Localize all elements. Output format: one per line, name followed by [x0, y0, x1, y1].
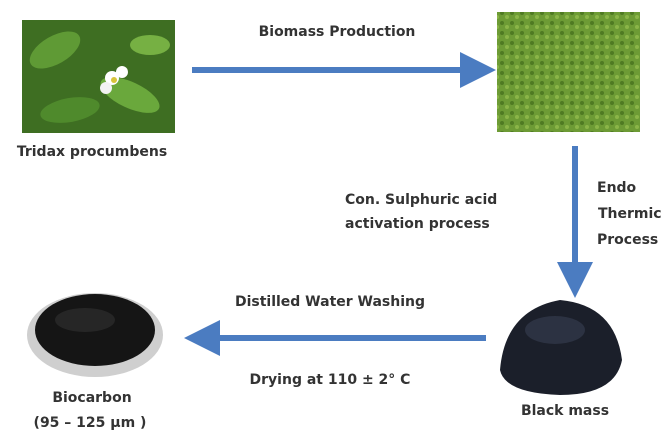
black-mass-image	[500, 300, 622, 395]
edge-label: Drying at 110 ± 2° C	[250, 372, 411, 388]
edge-label: Con. Sulphuric acid	[345, 192, 497, 208]
biocarbon-image	[27, 293, 163, 377]
edge-label: Process	[597, 232, 658, 248]
node-label: Biocarbon	[52, 390, 131, 406]
edge-label: Endo	[597, 180, 637, 196]
edge-label: Thermic	[598, 206, 662, 222]
biomass-image	[497, 12, 640, 132]
edge-label: activation process	[345, 216, 490, 232]
node-label: Tridax procumbens	[17, 144, 167, 160]
plant-image	[22, 20, 175, 133]
edge-label: Biomass Production	[259, 24, 416, 40]
edge-label: Distilled Water Washing	[235, 294, 425, 310]
node-label: Black mass	[521, 403, 609, 419]
node-label: (95 – 125 µm )	[34, 415, 147, 431]
